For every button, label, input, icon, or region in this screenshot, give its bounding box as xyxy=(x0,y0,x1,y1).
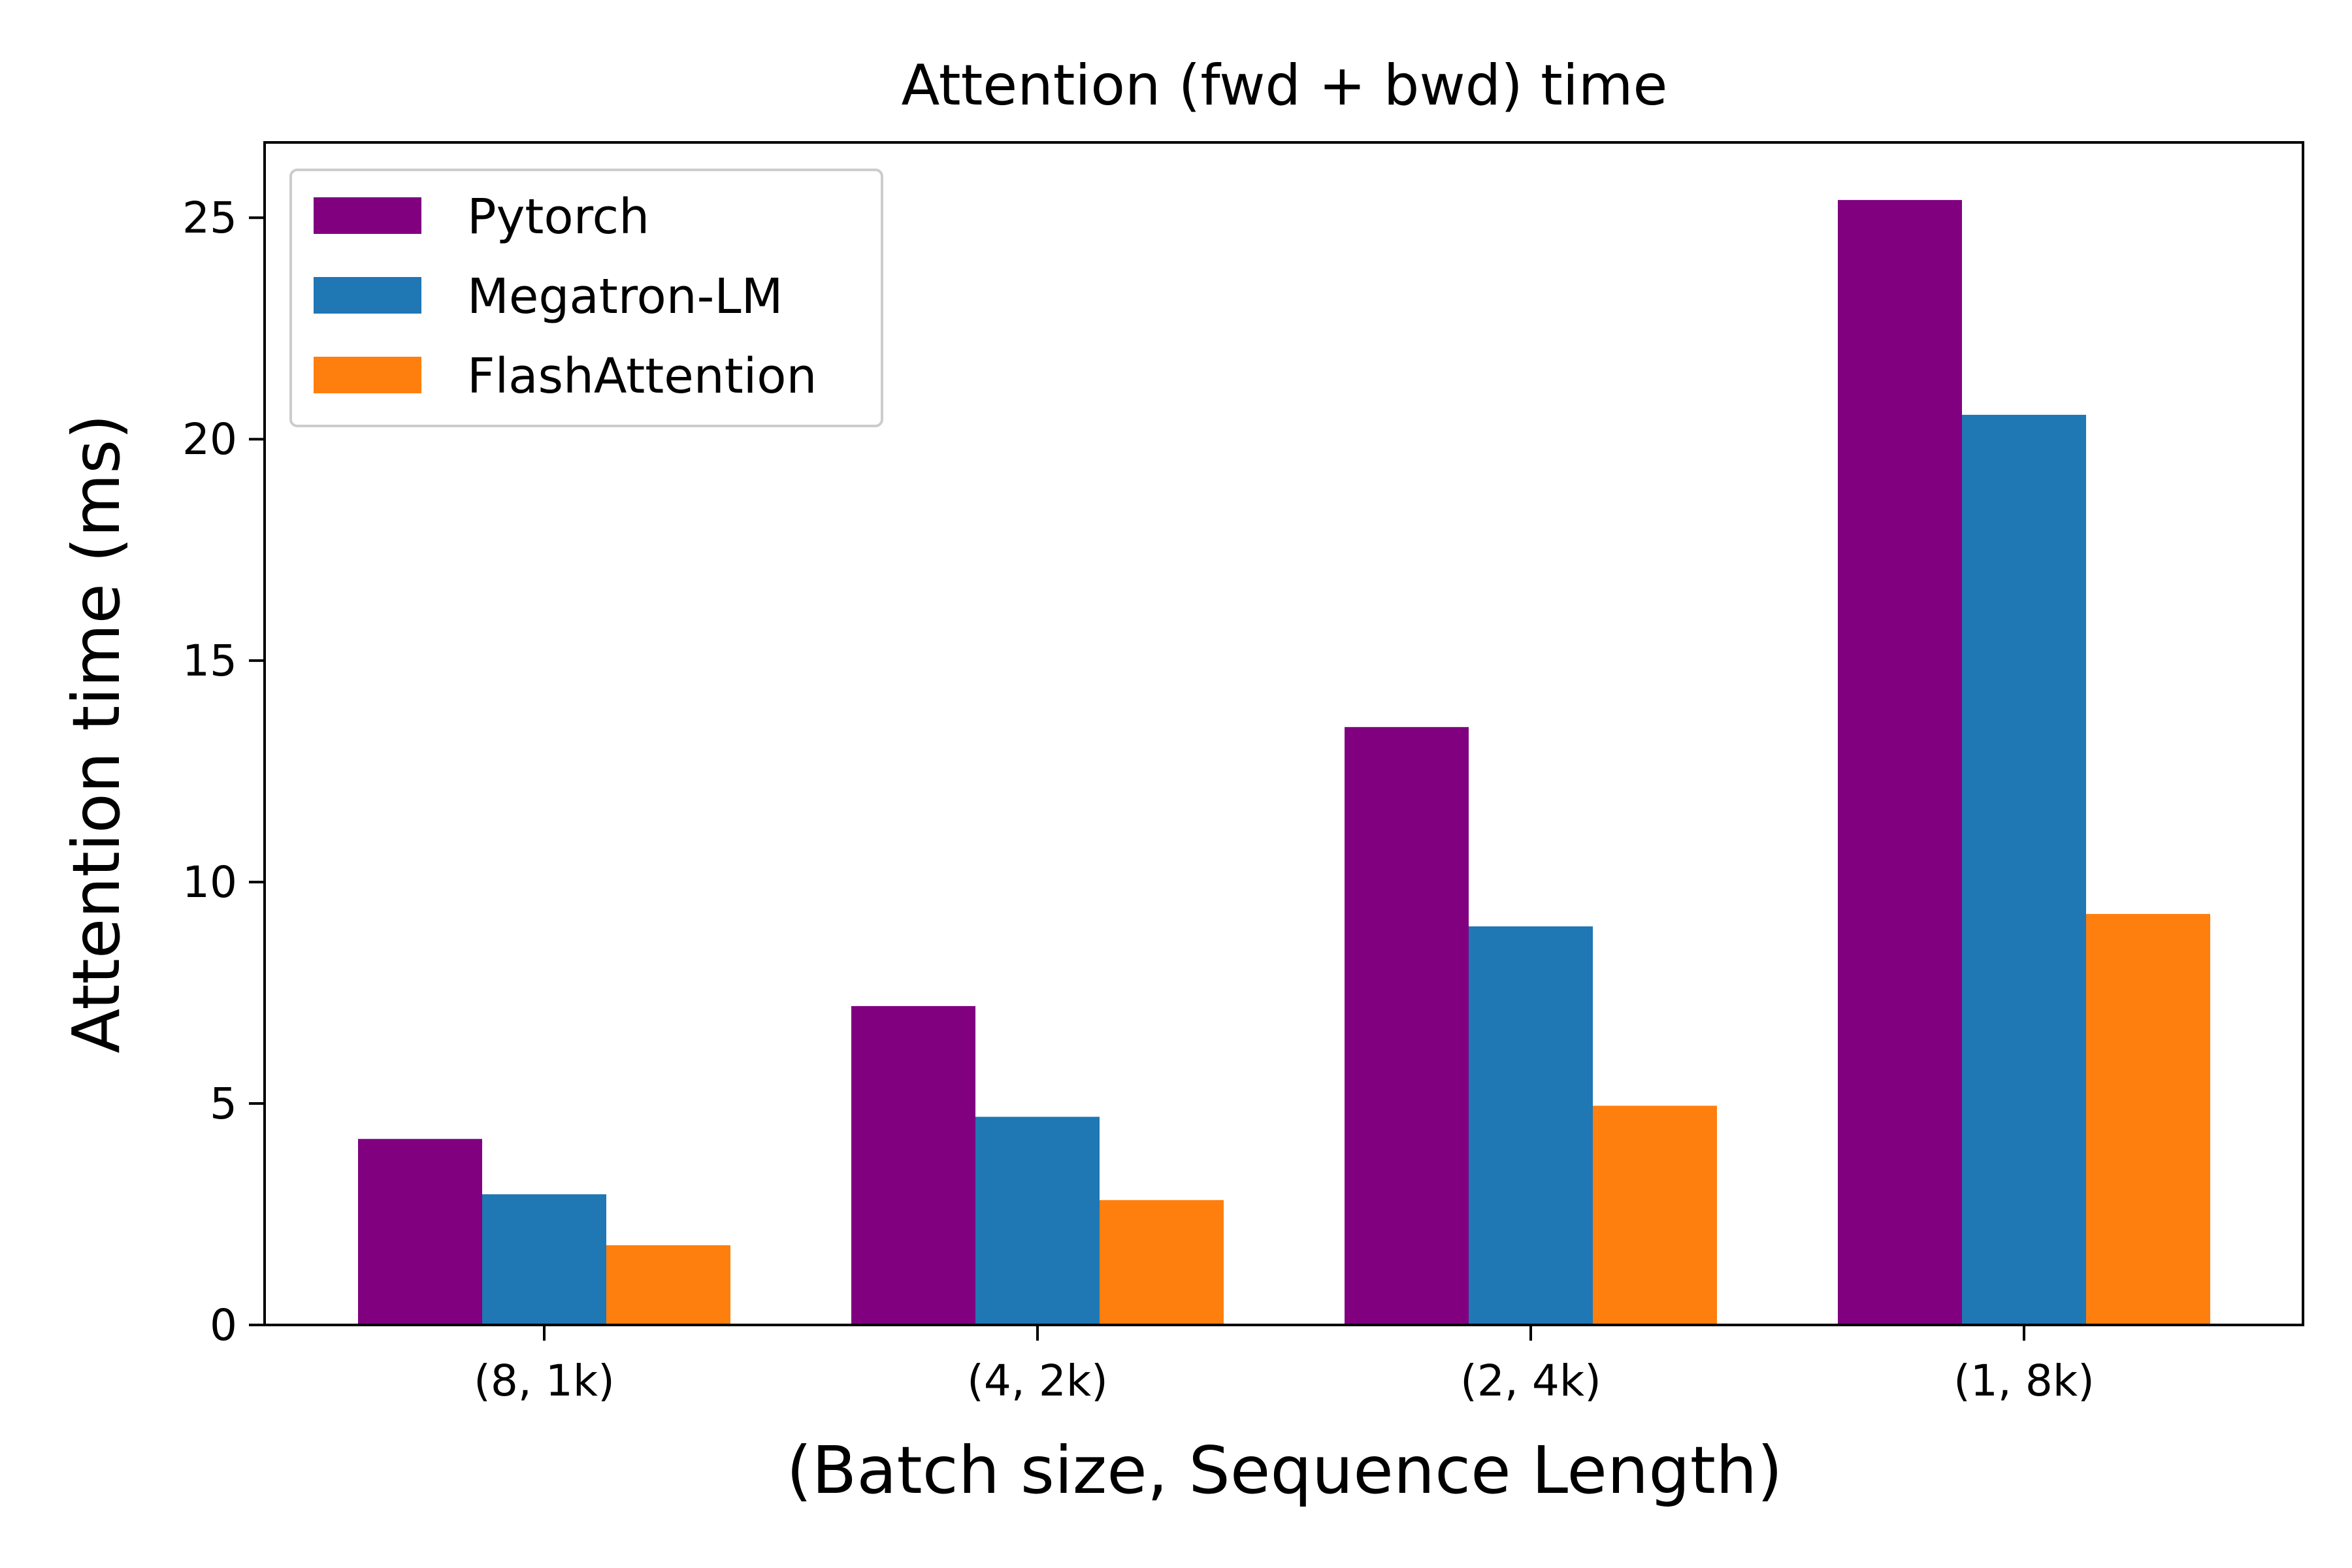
x-axis-label: (Batch size, Sequence Length) xyxy=(787,1432,1783,1509)
bar-megatron-lm-2 xyxy=(1469,926,1593,1325)
bar-pytorch-0 xyxy=(358,1139,482,1325)
bar-megatron-lm-1 xyxy=(975,1117,1100,1325)
legend-swatch-pytorch xyxy=(314,197,421,234)
x-tick-label: (2, 4k) xyxy=(1460,1356,1601,1406)
legend-label-pytorch: Pytorch xyxy=(467,189,649,245)
bar-pytorch-2 xyxy=(1345,727,1469,1325)
legend-swatch-flashattention xyxy=(314,357,421,393)
bars xyxy=(358,200,2210,1326)
chart-title: Attention (fwd + bwd) time xyxy=(902,53,1668,118)
bar-pytorch-1 xyxy=(851,1005,975,1325)
bar-megatron-lm-0 xyxy=(482,1194,606,1325)
y-tick-label: 0 xyxy=(210,1300,237,1350)
x-tick-label: (8, 1k) xyxy=(474,1356,615,1406)
x-tick-label: (1, 8k) xyxy=(1953,1356,2095,1406)
bar-pytorch-3 xyxy=(1838,200,1962,1326)
legend: Pytorch Megatron-LM FlashAttention xyxy=(289,169,883,427)
y-tick-label: 15 xyxy=(182,636,237,686)
bar-megatron-lm-3 xyxy=(1962,414,2086,1325)
bar-flashattention-3 xyxy=(2086,913,2210,1325)
bar-flashattention-1 xyxy=(1100,1200,1224,1325)
plot-frame xyxy=(263,141,2304,1326)
legend-label-megatron-lm: Megatron-LM xyxy=(467,269,783,325)
y-tick-label: 20 xyxy=(182,414,237,465)
legend-box xyxy=(289,169,883,427)
bar-flashattention-0 xyxy=(606,1245,730,1325)
bar-flashattention-2 xyxy=(1593,1105,1717,1325)
legend-label-flashattention: FlashAttention xyxy=(467,348,817,404)
legend-swatch-megatron-lm xyxy=(314,277,421,314)
x-axis: (8, 1k) (4, 2k) (2, 4k) (1, 8k) xyxy=(474,1325,2095,1406)
y-axis: 0 5 10 15 20 25 xyxy=(182,193,265,1350)
y-tick-label: 5 xyxy=(210,1079,237,1129)
y-tick-label: 10 xyxy=(182,857,237,907)
y-axis-label: Attention time (ms) xyxy=(58,414,135,1054)
y-tick-label: 25 xyxy=(182,193,237,243)
x-tick-label: (4, 2k) xyxy=(967,1356,1108,1406)
